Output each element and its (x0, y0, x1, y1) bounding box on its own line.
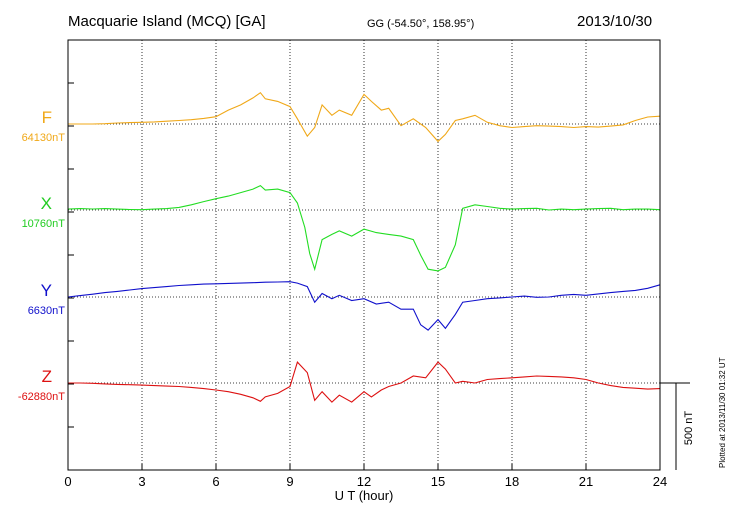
x-tick-label-5: 15 (431, 474, 445, 489)
x-tick-label-8: 24 (653, 474, 667, 489)
channel-baseline-X: 10760nT (21, 218, 65, 230)
channel-label-Y: Y (41, 281, 52, 301)
channel-name-X: X (40, 194, 52, 213)
plotted-footnote: Plotted at 2013/11/30 01:32 UT (718, 357, 727, 468)
x-axis-ticks: 0 3 6 9 12 15 18 21 24 (64, 464, 667, 489)
channel-baseline-Z: -62880nT (17, 391, 65, 403)
channel-baseline-F: 64130nT (21, 132, 65, 144)
channel-name-Y: Y (40, 281, 52, 300)
channel-baseline-Y: 6630nT (27, 305, 65, 317)
channel-name-F: F (41, 108, 52, 127)
plot-frame (67, 39, 661, 471)
channel-label-Z: Z (42, 367, 52, 387)
series-line-X (67, 184, 661, 272)
grid-lines (68, 40, 587, 470)
x-tick-label-0: 0 (64, 474, 71, 489)
chart-title: Macquarie Island (MCQ) [GA] (68, 13, 266, 30)
channel-label-F: F (42, 108, 52, 128)
channel-name-Z: Z (41, 367, 52, 386)
x-tick-label-2: 6 (212, 474, 219, 489)
series-line-F (68, 91, 661, 143)
station-coordinates: GG (-54.50°, 158.95°) (367, 18, 475, 30)
x-axis-label: U T (hour) (335, 488, 394, 503)
x-tick-label-7: 21 (579, 474, 593, 489)
x-tick-label-1: 3 (138, 474, 145, 489)
scale-bar: 500 nT (660, 382, 695, 470)
series-line-Y (67, 281, 661, 331)
x-tick-label-6: 18 (505, 474, 519, 489)
x-tick-label-3: 9 (286, 474, 293, 489)
x-tick-label-4: 12 (357, 474, 371, 489)
series-line-Z (68, 361, 661, 403)
series-group (67, 91, 661, 403)
scale-bar-label: 500 nT (683, 411, 695, 446)
channel-label-X: X (41, 194, 52, 214)
chart-date: 2013/10/30 (577, 13, 653, 30)
